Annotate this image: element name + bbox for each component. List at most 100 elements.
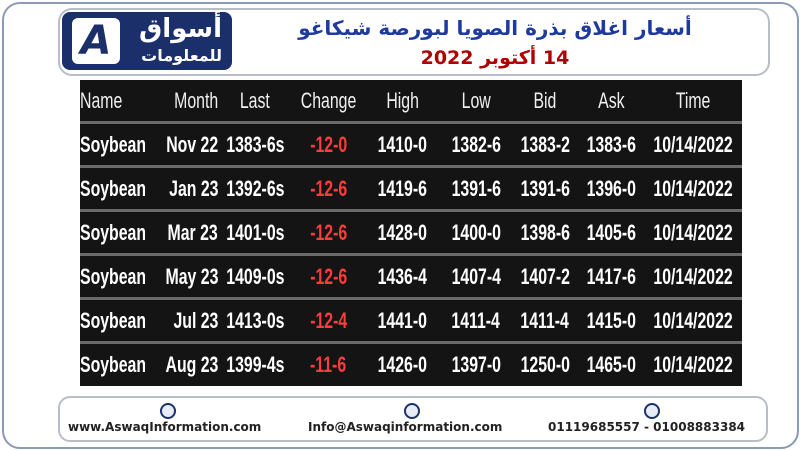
table-cell: 10/14/2022 <box>645 124 742 166</box>
cell-text: 1383-2 <box>520 132 570 157</box>
table-cell: 1401-0s <box>218 212 292 254</box>
table-row: Soybean Jan 23 1392-6s -12-6 1419-6 1391-6 139… <box>80 168 742 210</box>
table-cell: 1428-0 <box>365 212 440 254</box>
phone: 01119685557 - 01008883384 <box>548 420 746 434</box>
cell-text: 10/14/2022 <box>653 176 734 201</box>
cell-text: Mar 23 <box>167 220 218 245</box>
cell-text: Nov 22 <box>166 132 218 157</box>
table-cell: -12-6 <box>292 256 365 298</box>
table-cell: 1397-0 <box>440 344 512 386</box>
cell-text: 1409-0s <box>225 264 285 289</box>
table-cell: 1398-6 <box>512 212 578 254</box>
email: Info@Aswaqinformation.com <box>308 420 503 434</box>
cell-text: 1465-0 <box>586 352 637 377</box>
cell-text: Soybean <box>80 132 145 157</box>
column-header: Month <box>145 80 218 122</box>
table-cell: 1396-0 <box>578 168 645 210</box>
cell-text: 1383-6 <box>586 132 637 157</box>
cell-text: High <box>386 88 419 113</box>
date: 14 أكتوبر 2022 <box>420 47 570 69</box>
table-cell: 1436-4 <box>365 256 440 298</box>
cell-text: 1391-6 <box>520 176 570 201</box>
cell-text: 1398-6 <box>520 220 570 245</box>
table-row: Soybean Aug 23 1399-4s -11-6 1426-0 1397-0 125… <box>80 344 742 386</box>
logo-line: للمعلومات <box>141 46 222 65</box>
table-cell: -12-0 <box>292 124 365 166</box>
row-separator <box>80 165 742 168</box>
cell-text: Soybean <box>80 352 145 377</box>
table-cell: Soybean <box>80 168 145 210</box>
column-header: Name <box>80 80 145 122</box>
table-cell: May 23 <box>145 256 218 298</box>
row-separator <box>80 253 742 256</box>
table-cell: Soybean <box>80 344 145 386</box>
table-cell: Jul 23 <box>145 300 218 342</box>
cell-text: 10/14/2022 <box>653 352 734 377</box>
table-cell: 1413-0s <box>218 300 292 342</box>
cell-text: -11-6 <box>310 352 347 377</box>
table-cell: 1410-0 <box>365 124 440 166</box>
table-cell: 1383-6s <box>218 124 292 166</box>
cell-text: 1426-0 <box>377 352 428 377</box>
title: أسعار اغلاق بذرة الصويا لبورصة شيكاغو <box>298 16 692 40</box>
cell-text: Last <box>240 88 270 113</box>
table-cell: -12-6 <box>292 168 365 210</box>
column-header: Ask <box>578 80 645 122</box>
website: www.AswaqInformation.com <box>68 420 262 434</box>
column-header: Time <box>645 80 742 122</box>
table-cell: 1391-6 <box>512 168 578 210</box>
table-cell: 1250-0 <box>512 344 578 386</box>
cell-text: 1401-0s <box>225 220 285 245</box>
table-cell: 10/14/2022 <box>645 344 742 386</box>
table-cell: Soybean <box>80 124 145 166</box>
web-icon <box>160 403 176 419</box>
table-cell: Soybean <box>80 300 145 342</box>
table-cell: Soybean <box>80 256 145 298</box>
table-cell: 1392-6s <box>218 168 292 210</box>
logo-mark: A <box>72 18 120 64</box>
row-separator <box>80 297 742 300</box>
cell-text: Time <box>676 88 711 113</box>
cell-text: 1419-6 <box>377 176 428 201</box>
table-cell: Aug 23 <box>145 344 218 386</box>
cell-text: 1407-2 <box>520 264 570 289</box>
table: Name Month Last Change High Low Bid Ask Time Soyb… <box>80 80 742 386</box>
cell-text: -12-6 <box>310 176 347 201</box>
cell-text: Month <box>173 88 218 113</box>
cell-text: Jan 23 <box>168 176 218 201</box>
cell-text: 1392-6s <box>225 176 285 201</box>
table-cell: Nov 22 <box>145 124 218 166</box>
cell-text: 1441-0 <box>377 308 428 333</box>
table-cell: 1411-4 <box>512 300 578 342</box>
table-cell: -12-6 <box>292 212 365 254</box>
cell-text: 1410-0 <box>377 132 428 157</box>
logo-line: أسواق <box>139 14 222 44</box>
cell-text: 1391-6 <box>451 176 501 201</box>
table-cell: 10/14/2022 <box>645 256 742 298</box>
table-cell: 1399-4s <box>218 344 292 386</box>
cell-text: 1436-4 <box>377 264 428 289</box>
table-cell: 1409-0s <box>218 256 292 298</box>
column-header: Change <box>292 80 365 122</box>
cell-text: 10/14/2022 <box>653 220 734 245</box>
table-cell: 10/14/2022 <box>645 212 742 254</box>
cell-text: -12-4 <box>310 308 347 333</box>
cell-text: Low <box>461 88 491 113</box>
mail-icon <box>404 403 420 419</box>
column-header: Low <box>440 80 512 122</box>
cell-text: 10/14/2022 <box>653 308 734 333</box>
cell-text: 1413-0s <box>225 308 285 333</box>
table-cell: 1441-0 <box>365 300 440 342</box>
cell-text: Soybean <box>80 308 145 333</box>
table-cell: 1405-6 <box>578 212 645 254</box>
table-cell: 1411-4 <box>440 300 512 342</box>
cell-text: 1399-4s <box>225 352 285 377</box>
table-cell: 10/14/2022 <box>645 300 742 342</box>
cell-text: Soybean <box>80 220 145 245</box>
cell-text: -12-6 <box>310 220 347 245</box>
table-cell: 1391-6 <box>440 168 512 210</box>
cell-text: -12-0 <box>310 132 347 157</box>
cell-text: 1405-6 <box>586 220 637 245</box>
table-cell: 1415-0 <box>578 300 645 342</box>
